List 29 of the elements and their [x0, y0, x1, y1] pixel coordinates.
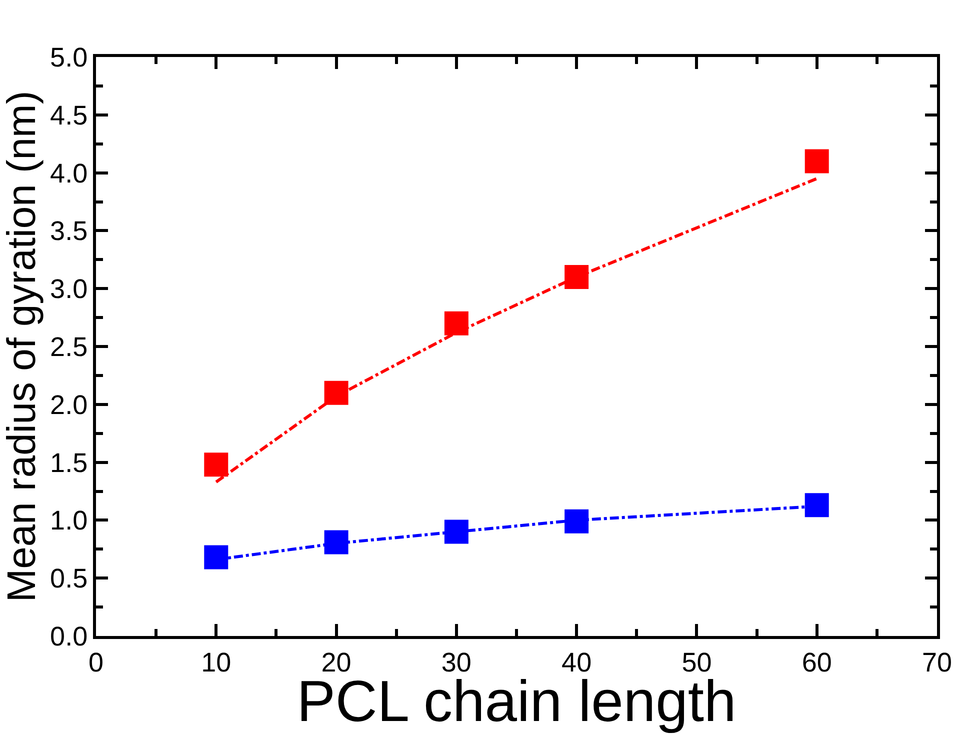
point [564, 509, 589, 534]
y-tick-label: 4.5 [50, 100, 88, 130]
y-axis-title: Mean radius of gyration (nm) [0, 90, 44, 602]
x-tick-label: 50 [682, 647, 712, 678]
point [324, 380, 348, 405]
point [564, 265, 589, 290]
y-tick-label: 5.0 [50, 42, 88, 72]
point [444, 311, 468, 336]
point [204, 452, 228, 477]
y-tick-label: 4.0 [50, 158, 88, 188]
y-tick-label: 3.0 [50, 274, 88, 304]
x-tick-label: 60 [802, 647, 832, 678]
y-tick-label: 0.5 [50, 564, 88, 594]
x-tick-label: 10 [201, 647, 232, 678]
x-tick-label: 40 [562, 647, 592, 678]
y-tick-label: 1.0 [50, 506, 88, 536]
y-tick-label: 0.0 [50, 621, 88, 652]
point [804, 493, 829, 518]
point [204, 545, 228, 570]
y-tick-label: 2.5 [50, 332, 88, 362]
y-tick-label: 2.0 [50, 390, 88, 420]
y-tick-label: 1.5 [50, 448, 88, 478]
x-tick-label: 70 [922, 647, 952, 678]
point [804, 149, 829, 174]
x-tick-label: 30 [441, 647, 472, 678]
x-tick-label: 0 [88, 647, 104, 678]
point [444, 520, 468, 544]
y-tick-label: 3.5 [50, 216, 88, 246]
point [324, 530, 348, 554]
